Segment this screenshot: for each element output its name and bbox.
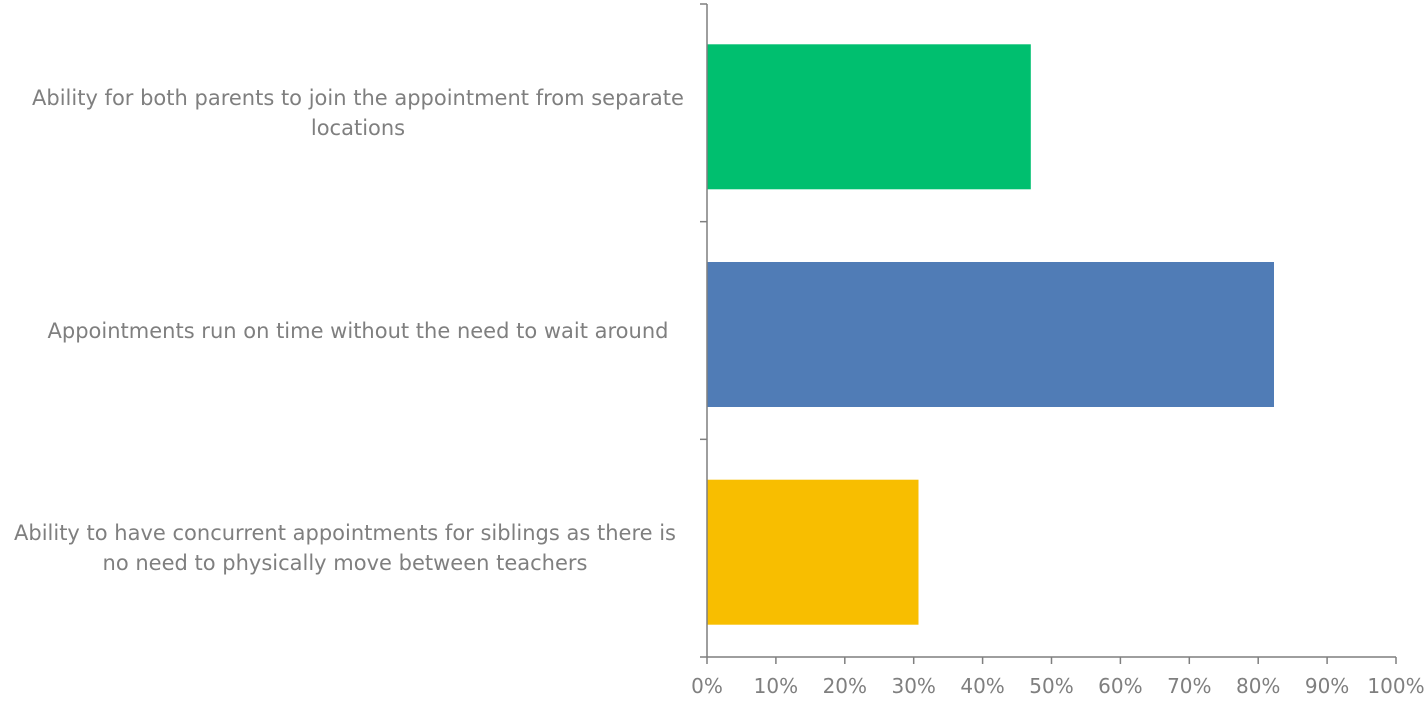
category-label: Ability to have concurrent appointments … [14,521,676,575]
bar [707,44,1031,190]
x-tick-label: 100% [1367,674,1424,698]
x-tick-label: 40% [960,674,1004,698]
bar [707,262,1274,407]
bar [707,479,919,625]
x-tick-label: 90% [1305,674,1349,698]
category-label: Ability for both parents to join the app… [32,86,684,140]
x-tick-label: 60% [1098,674,1142,698]
x-tick-label: 50% [1029,674,1073,698]
x-tick-label: 10% [754,674,798,698]
x-tick-label: 30% [891,674,935,698]
x-tick-label: 80% [1236,674,1280,698]
x-tick-label: 70% [1167,674,1211,698]
category-label: Appointments run on time without the nee… [47,319,669,343]
x-tick-label: 20% [823,674,867,698]
x-tick-label: 0% [691,674,723,698]
